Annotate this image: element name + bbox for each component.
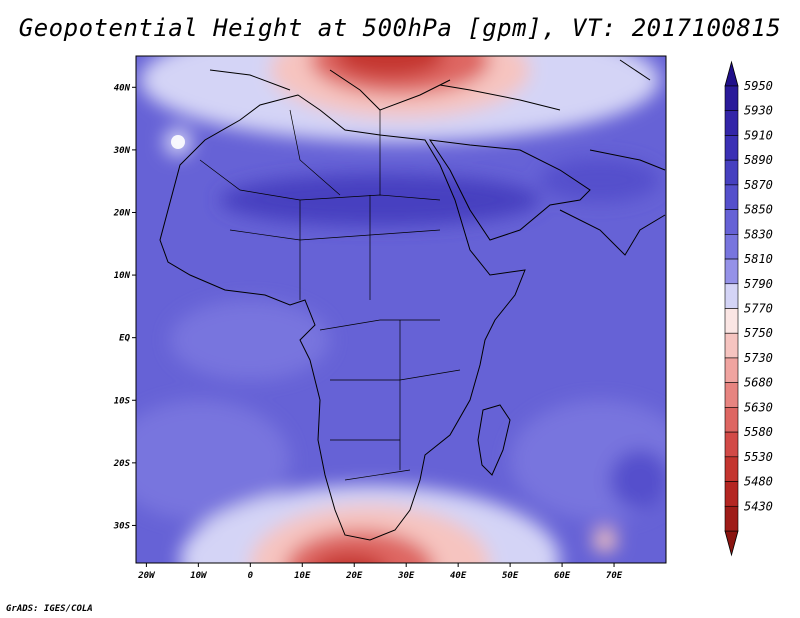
colorbar-swatch (724, 382, 739, 408)
colorbar-label: 5830 (744, 227, 773, 241)
latitude-axis: 40N 30N 20N 10N EQ 10S 20S 30S (113, 83, 136, 531)
colorbar-min-arrow (724, 530, 739, 557)
colorbar-swatch (724, 234, 739, 260)
colorbar: 5950 5930 5910 5890 5870 5850 5830 5810 5790 5770… (724, 60, 773, 557)
colorbar-swatch (724, 209, 739, 235)
lon-tick-label: 60E (554, 571, 571, 581)
colorbar-label: 5870 (744, 178, 773, 192)
colorbar-label: 5630 (744, 400, 773, 414)
colorbar-label: 5850 (744, 203, 773, 217)
colorbar-swatch (724, 135, 739, 161)
lon-tick-label: 10E (294, 571, 311, 581)
colorbar-swatch (724, 85, 739, 112)
colorbar-label: 5810 (744, 252, 773, 266)
colorbar-label: 5530 (744, 450, 773, 464)
colorbar-label: 5750 (744, 326, 773, 340)
colorbar-swatch (724, 407, 739, 433)
colorbar-swatch (724, 258, 739, 285)
colorbar-swatch (724, 110, 739, 136)
colorbar-max-arrow (724, 60, 739, 87)
colorbar-label: 5430 (744, 499, 773, 513)
lat-tick-label: 40N (114, 83, 131, 93)
colorbar-swatch (724, 308, 739, 334)
colorbar-label: 5930 (744, 104, 773, 118)
colorbar-swatch (724, 184, 739, 210)
lat-tick-label: 20N (113, 208, 131, 218)
lat-tick-label: EQ (119, 334, 130, 344)
map-title: Geopotential Height at 500hPa [gpm], VT:… (18, 14, 782, 42)
borders (199, 109, 461, 481)
colorbar-label: 5480 (744, 475, 773, 489)
height-field (136, 56, 666, 563)
lat-tick-label: 30S (113, 521, 131, 531)
lon-tick-label: 30E (397, 571, 415, 581)
colorbar-label: 5580 (744, 425, 773, 439)
colorbar-swatch (724, 481, 739, 507)
colorbar-swatch (724, 431, 739, 458)
colorbar-swatch (724, 283, 739, 309)
lon-tick-label: 40E (450, 571, 467, 581)
plot-frame (135, 55, 667, 564)
lon-tick-label: 50E (502, 571, 519, 581)
longitude-axis: 20W 10W 0 10E 20E 30E 40E 50E 60E 70E (137, 563, 623, 581)
colorbar-swatch (724, 357, 739, 383)
colorbar-label: 5770 (744, 302, 773, 316)
lon-tick-label: 10W (190, 571, 208, 581)
colorbar-label: 5790 (744, 277, 773, 291)
colorbar-label: 5950 (744, 79, 773, 93)
lat-tick-label: 30N (113, 146, 131, 156)
lon-tick-label: 0 (248, 571, 254, 581)
colorbar-label: 5680 (744, 376, 773, 390)
colorbar-swatch (724, 159, 739, 186)
lat-tick-label: 10S (114, 396, 131, 406)
colorbar-label: 5910 (744, 128, 773, 142)
lon-tick-label: 70E (606, 571, 623, 581)
lon-tick-label: 20W (137, 571, 156, 581)
colorbar-swatch (724, 332, 739, 359)
lat-tick-label: 10N (114, 271, 131, 281)
colorbar-label: 5890 (744, 153, 773, 167)
lon-tick-label: 20E (345, 571, 363, 581)
colorbar-label: 5730 (744, 351, 773, 365)
colorbar-swatch (724, 505, 739, 532)
coastlines (159, 59, 666, 541)
lat-tick-label: 20S (113, 459, 131, 469)
credit-label: GrADS: IGES/COLA (6, 604, 93, 614)
colorbar-swatch (724, 456, 739, 482)
